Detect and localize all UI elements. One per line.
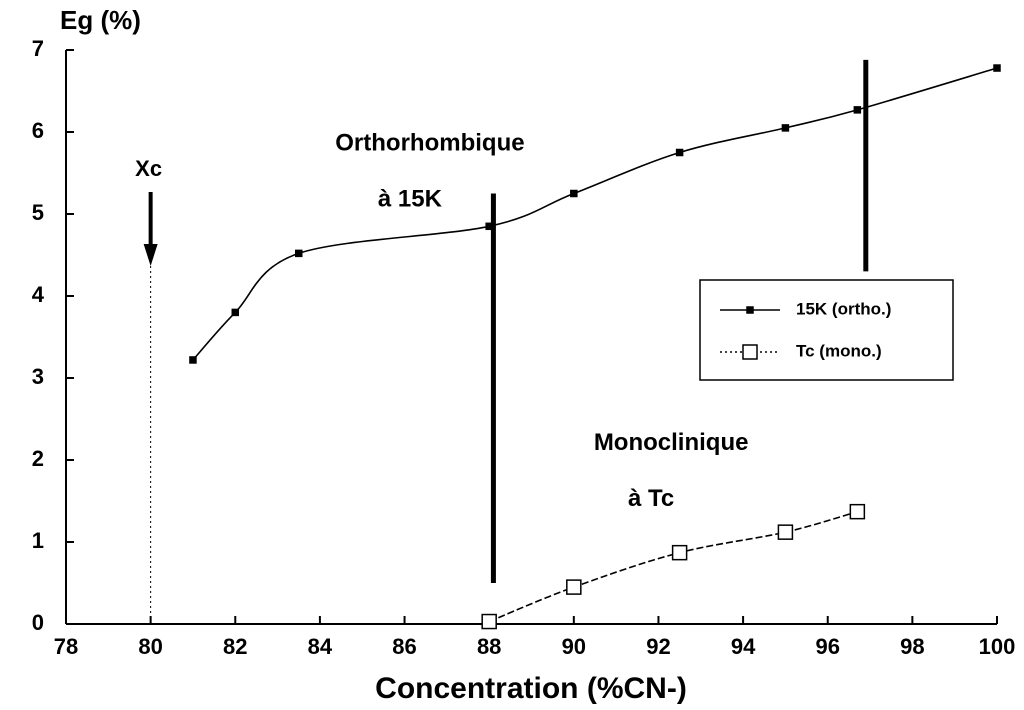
marker [853,106,862,114]
annotation: à 15K [378,186,443,213]
x-axis-label: Concentration (%CN-) [375,672,687,705]
y-axis-label: Eg (%) [60,5,141,35]
x-tick-label: 100 [979,634,1016,659]
marker [570,189,578,198]
marker [231,308,240,317]
y-tick-label: 1 [32,528,44,553]
x-tick-label: 98 [900,634,924,659]
y-tick-label: 3 [32,364,44,389]
arrow-label: Xc [135,156,162,181]
marker [189,356,197,364]
x-tick-label: 90 [562,634,586,659]
y-tick-label: 4 [32,282,45,307]
x-tick-label: 94 [731,634,756,659]
y-tick-label: 6 [32,118,44,143]
marker [675,148,684,157]
legend-marker [742,344,758,360]
x-tick-label: 88 [477,634,501,659]
y-tick-label: 7 [32,36,44,61]
marker [781,124,790,132]
x-tick-label: 82 [223,634,247,659]
marker [993,64,1001,72]
y-tick-label: 5 [32,200,44,225]
legend-box [699,279,954,381]
marker [295,249,303,258]
y-tick-label: 2 [32,446,44,471]
x-tick-label: 86 [392,634,416,659]
marker [849,503,866,520]
y-tick-label: 0 [32,610,44,635]
annotation: à Tc [628,485,674,512]
marker [481,613,497,630]
x-tick-label: 78 [54,634,78,659]
x-tick-label: 92 [646,634,670,659]
legend-label: Tc (mono.) [796,341,882,360]
arrow-head [143,244,158,266]
annotation: Orthorhombique [335,130,524,157]
x-tick-label: 84 [308,634,333,659]
x-tick-label: 96 [815,634,839,659]
annotation: Monoclinique [594,429,749,456]
legend-label: 15K (ortho.) [796,299,891,318]
legend-marker [746,306,754,314]
marker [566,579,582,595]
series-line [488,510,858,623]
marker [485,222,493,231]
marker [777,524,794,540]
x-tick-label: 80 [138,634,162,659]
marker [671,544,688,561]
